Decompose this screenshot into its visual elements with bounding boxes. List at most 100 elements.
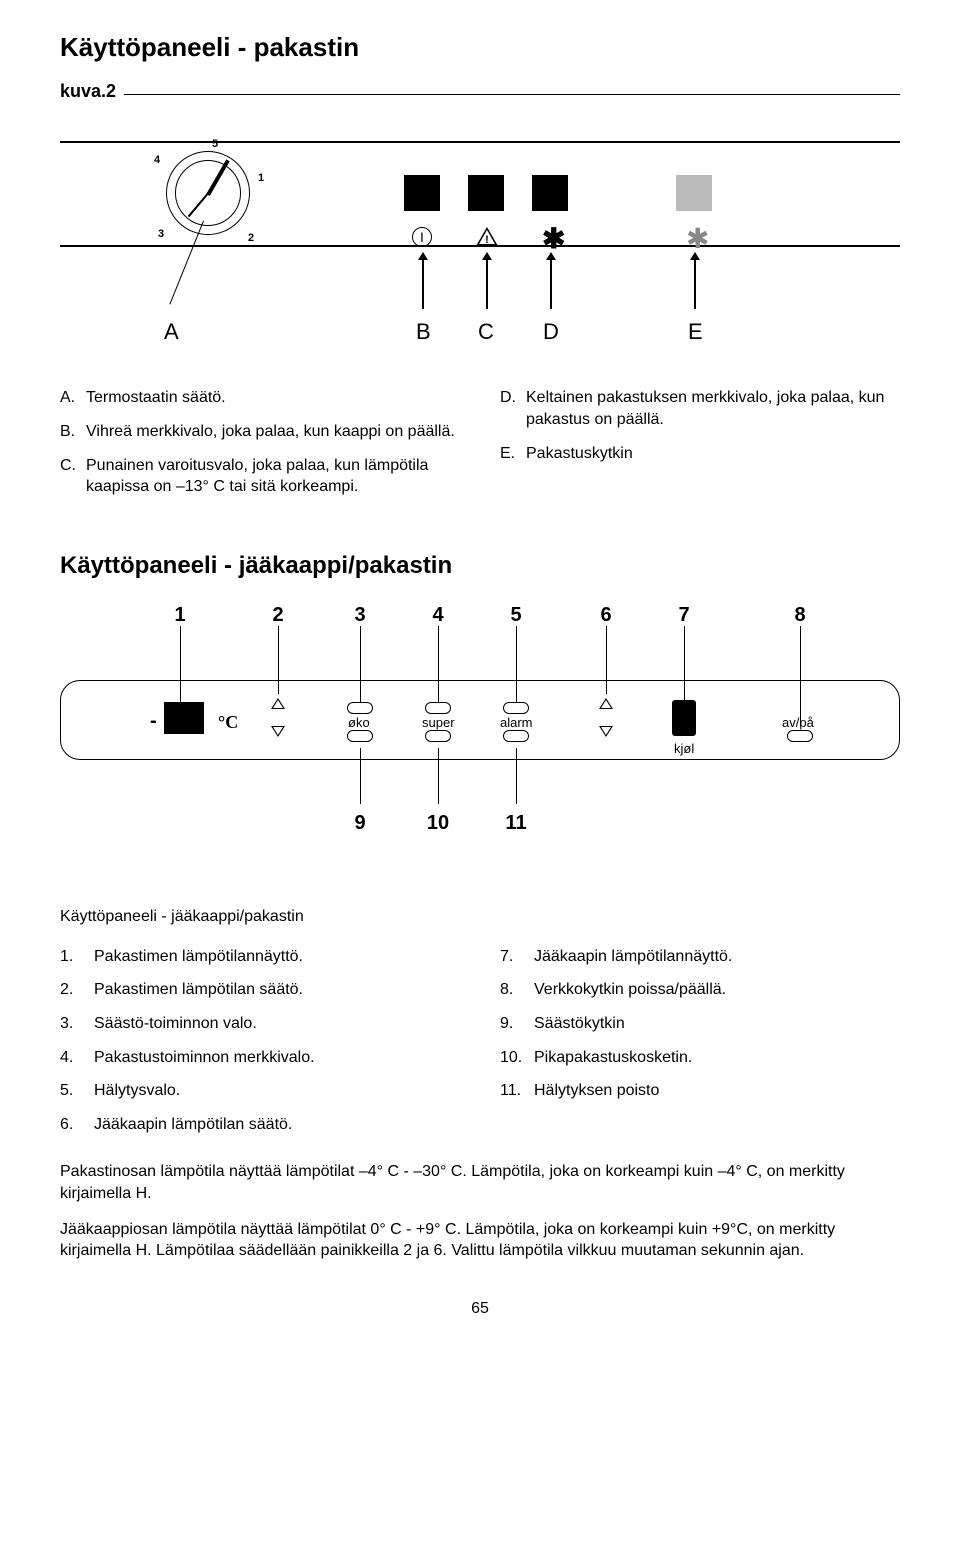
power-button bbox=[787, 730, 813, 742]
minus-sign: - bbox=[150, 708, 157, 735]
super-indicator-top bbox=[425, 702, 451, 714]
list-text: Jääkaapin lämpötilan säätö. bbox=[94, 1114, 460, 1136]
dial-lead-line bbox=[169, 221, 204, 305]
fig1-legend: A.Termostaatin säätö.B.Vihreä merkkivalo… bbox=[60, 387, 900, 509]
paragraph-freezer-range: Pakastinosan lämpötila näyttää lämpötila… bbox=[60, 1161, 900, 1204]
legend-item: B.Vihreä merkkivalo, joka palaa, kun kaa… bbox=[60, 421, 460, 443]
legend-item: E.Pakastuskytkin bbox=[500, 443, 900, 465]
figure-combo-panel: 1 2 3 4 5 6 7 8 - °C øko super alarm kjø… bbox=[60, 602, 900, 882]
list-item: 9.Säästökytkin bbox=[500, 1013, 900, 1035]
list-text: Pakastimen lämpötilannäyttö. bbox=[94, 946, 460, 968]
list-number: 9. bbox=[500, 1013, 534, 1035]
list-text: Jääkaapin lämpötilannäyttö. bbox=[534, 946, 900, 968]
list-item: 8.Verkkokytkin poissa/päällä. bbox=[500, 979, 900, 1001]
list-number: 4. bbox=[60, 1047, 94, 1069]
num-2: 2 bbox=[272, 602, 283, 629]
list-item: 6.Jääkaapin lämpötilan säätö. bbox=[60, 1114, 460, 1136]
legend-text: Termostaatin säätö. bbox=[86, 387, 460, 409]
list-text: Hälytyksen poisto bbox=[534, 1080, 900, 1102]
list-item: 4.Pakastustoiminnon merkkivalo. bbox=[60, 1047, 460, 1069]
legend-text: Keltainen pakastuksen merkkivalo, joka p… bbox=[526, 387, 900, 430]
list-text: Pakastimen lämpötilan säätö. bbox=[94, 979, 460, 1001]
list-text: Hälytysvalo. bbox=[94, 1080, 460, 1102]
label-C: C bbox=[478, 317, 494, 347]
fig1-caption: kuva.2 bbox=[60, 79, 116, 103]
num-3: 3 bbox=[354, 602, 365, 629]
list-text: Säästökytkin bbox=[534, 1013, 900, 1035]
legend-label: A. bbox=[60, 387, 86, 409]
snowflake-icon-E: ✱ bbox=[686, 229, 709, 249]
num-6: 6 bbox=[600, 602, 611, 629]
indicator-square-E bbox=[676, 175, 712, 211]
dial-num-4: 4 bbox=[154, 153, 160, 168]
avpa-label: av/på bbox=[782, 714, 814, 732]
eco-indicator-top bbox=[347, 702, 373, 714]
dial-num-2: 2 bbox=[248, 231, 254, 246]
list-number: 11. bbox=[500, 1080, 534, 1102]
list-number: 6. bbox=[60, 1114, 94, 1136]
legend-label: C. bbox=[60, 455, 86, 498]
list-text: Verkkokytkin poissa/päällä. bbox=[534, 979, 900, 1001]
legend-item: C.Punainen varoitusvalo, joka palaa, kun… bbox=[60, 455, 460, 498]
list-number: 10. bbox=[500, 1047, 534, 1069]
warning-icon-bang: ! bbox=[485, 233, 489, 248]
label-B: B bbox=[416, 317, 431, 347]
num-4: 4 bbox=[432, 602, 443, 629]
paragraph-fridge-range: Jääkaappiosan lämpötila näyttää lämpötil… bbox=[60, 1219, 900, 1262]
fridge-temp-down bbox=[599, 726, 613, 737]
num-1: 1 bbox=[174, 602, 185, 629]
eco-label: øko bbox=[348, 714, 370, 732]
num-7: 7 bbox=[678, 602, 689, 629]
list-item: 5.Hälytysvalo. bbox=[60, 1080, 460, 1102]
fridge-temp-display bbox=[672, 700, 696, 736]
alarm-indicator-top bbox=[503, 702, 529, 714]
list-text: Pikapakastuskosketin. bbox=[534, 1047, 900, 1069]
list-item: 1.Pakastimen lämpötilannäyttö. bbox=[60, 946, 460, 968]
list-number: 5. bbox=[60, 1080, 94, 1102]
legend-text: Vihreä merkkivalo, joka palaa, kun kaapp… bbox=[86, 421, 460, 443]
arrow-E bbox=[694, 259, 696, 309]
alarm-button bbox=[503, 730, 529, 742]
num-9: 9 bbox=[354, 810, 365, 837]
num-11: 11 bbox=[505, 810, 526, 837]
list-item: 2.Pakastimen lämpötilan säätö. bbox=[60, 979, 460, 1001]
super-label: super bbox=[422, 714, 455, 732]
num-5: 5 bbox=[510, 602, 521, 629]
legend-label: B. bbox=[60, 421, 86, 443]
indicator-square-C bbox=[468, 175, 504, 211]
list-text: Pakastustoiminnon merkkivalo. bbox=[94, 1047, 460, 1069]
label-A: A bbox=[164, 317, 179, 347]
freezer-temp-display bbox=[164, 702, 204, 734]
list-item: 3.Säästö-toiminnon valo. bbox=[60, 1013, 460, 1035]
power-icon: I bbox=[412, 227, 432, 247]
list-number: 2. bbox=[60, 979, 94, 1001]
figure-kuva2: kuva.2 5 4 1 3 2 I ! ✱ ✱ bbox=[60, 79, 900, 369]
num-10: 10 bbox=[427, 810, 449, 837]
thermostat-dial bbox=[166, 151, 250, 235]
dial-num-3: 3 bbox=[158, 227, 164, 242]
freezer-temp-down bbox=[271, 726, 285, 737]
list-text: Säästö-toiminnon valo. bbox=[94, 1013, 460, 1035]
legend-text: Punainen varoitusvalo, joka palaa, kun l… bbox=[86, 455, 460, 498]
label-E: E bbox=[688, 317, 703, 347]
panel-legend: 1.Pakastimen lämpötilannäyttö.2.Pakastim… bbox=[60, 946, 900, 1148]
list-number: 1. bbox=[60, 946, 94, 968]
super-button bbox=[425, 730, 451, 742]
label-D: D bbox=[543, 317, 559, 347]
list-item: 11.Hälytyksen poisto bbox=[500, 1080, 900, 1102]
legend-item: D.Keltainen pakastuksen merkkivalo, joka… bbox=[500, 387, 900, 430]
indicator-square-D bbox=[532, 175, 568, 211]
arrow-D bbox=[550, 259, 552, 309]
legend-label: E. bbox=[500, 443, 526, 465]
deg-c-label: °C bbox=[218, 710, 238, 734]
legend-item: A.Termostaatin säätö. bbox=[60, 387, 460, 409]
title-combo-panel: Käyttöpaneeli - jääkaappi/pakastin bbox=[60, 550, 900, 582]
sub-caption: Käyttöpaneeli - jääkaappi/pakastin bbox=[60, 906, 900, 928]
list-item: 7.Jääkaapin lämpötilannäyttö. bbox=[500, 946, 900, 968]
dial-num-1: 1 bbox=[258, 171, 264, 186]
list-number: 7. bbox=[500, 946, 534, 968]
arrow-C bbox=[486, 259, 488, 309]
alarm-label: alarm bbox=[500, 714, 533, 732]
fridge-temp-up bbox=[599, 698, 613, 709]
list-number: 8. bbox=[500, 979, 534, 1001]
